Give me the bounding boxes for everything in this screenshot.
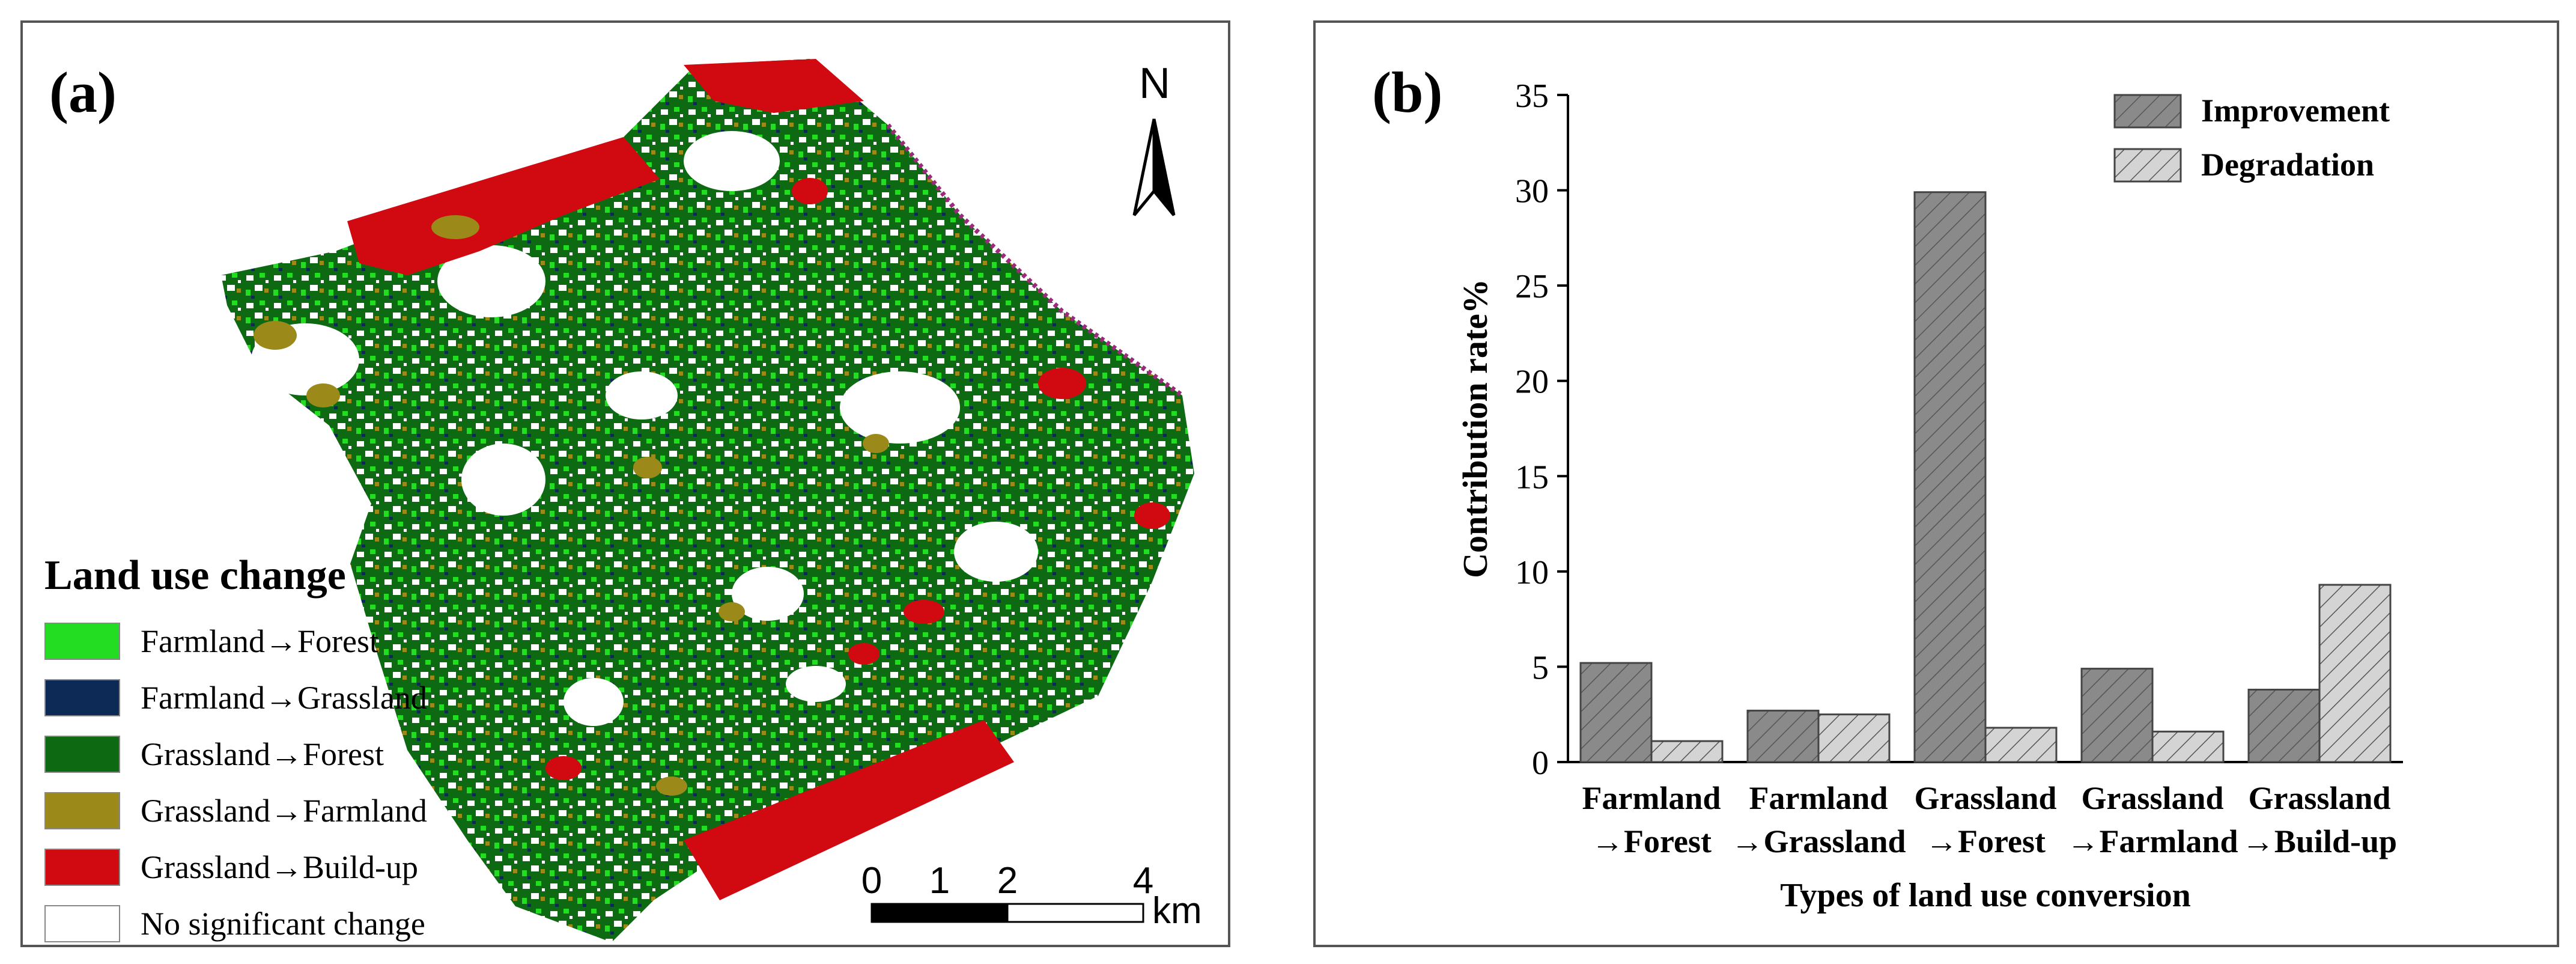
x-tick-label: Farmland — [1749, 780, 1888, 816]
legend-label-degradation: Degradation — [2201, 147, 2374, 183]
legend-swatch — [44, 792, 120, 829]
bar-improvement — [1579, 662, 1653, 763]
legend-title: Land use change — [44, 552, 346, 599]
scale-bar: 0 1 2 4 km — [861, 860, 1202, 932]
legend-label: Grassland→Farmland — [141, 793, 427, 829]
bar-improvement — [1913, 191, 1987, 763]
legend-item: Grassland→Farmland — [44, 782, 427, 839]
north-label: N — [1139, 59, 1170, 108]
bar-degradation — [2318, 584, 2392, 763]
bar-degradation — [2151, 730, 2225, 763]
legend-swatch — [44, 679, 120, 716]
no-change-patches — [251, 131, 1038, 726]
x-tick-label: Grassland — [2081, 780, 2223, 816]
bar-improvement — [2247, 688, 2321, 763]
bar-improvement — [1746, 709, 1820, 763]
y-tick-label: 5 — [1532, 649, 1549, 686]
scale-tick-0: 0 — [861, 860, 882, 901]
scale-tick-2: 2 — [997, 860, 1018, 901]
legend-item: Farmland→Forest — [44, 613, 427, 670]
bar-improvement — [2080, 668, 2154, 763]
x-tick-label: →Farmland — [2067, 823, 2238, 859]
north-arrow-icon — [1132, 118, 1176, 216]
legend-label: No significant change — [141, 906, 425, 942]
y-tick-label: 0 — [1532, 745, 1549, 782]
legend-swatch — [44, 623, 120, 660]
y-tick-label: 20 — [1515, 364, 1549, 401]
legend-swatch-improvement — [2113, 94, 2182, 129]
scale-tick-4: 4 — [1133, 860, 1153, 901]
x-tick-label: →Forest — [1925, 823, 2046, 859]
legend-swatch — [44, 849, 120, 886]
legend-label: Farmland→Forest — [141, 623, 378, 659]
y-tick-label: 30 — [1515, 173, 1549, 210]
x-axis-title: Types of land use conversion — [1780, 877, 2190, 914]
legend-swatch — [44, 905, 120, 942]
map-panel: 0 1 2 4 km (a) N Land use change Farmlan… — [20, 20, 1230, 947]
legend-item: Grassland→Forest — [44, 726, 427, 782]
bar-chart: 0 5 10 15 20 25 30 35 Contribution rate% Farmland… — [1456, 78, 2403, 914]
scale-tick-1: 1 — [929, 860, 950, 901]
x-tick-label: →Grassland — [1731, 823, 1906, 859]
x-tick-label: Farmland — [1582, 780, 1721, 816]
scale-unit: km — [1152, 890, 1202, 932]
bar-degradation — [1650, 740, 1724, 763]
bar-degradation — [1817, 713, 1891, 763]
x-tick-label: →Build-up — [2242, 823, 2397, 859]
legend-item: Grassland→Build-up — [44, 839, 427, 895]
legend-swatch-degradation — [2113, 148, 2182, 183]
legend-item: Farmland→Grassland — [44, 670, 427, 726]
panel-b-label: (b) — [1372, 60, 1443, 124]
legend-swatch — [44, 736, 120, 773]
legend-label: Farmland→Grassland — [141, 680, 427, 716]
bar-degradation — [1984, 727, 2058, 763]
legend-label: Grassland→Forest — [141, 736, 384, 772]
legend-item: No significant change — [44, 895, 427, 952]
legend-label: Grassland→Build-up — [141, 849, 418, 885]
y-tick-label: 10 — [1515, 554, 1549, 591]
boundary-fringe — [886, 123, 1184, 398]
panel-a-label: (a) — [49, 60, 117, 124]
x-tick-label: Grassland — [2248, 780, 2390, 816]
y-tick-label: 35 — [1515, 78, 1549, 115]
land-use-map: 0 1 2 4 km — [221, 59, 1202, 942]
x-tick-label: →Forest — [1591, 823, 1712, 859]
chart-panel: (b) 0 5 10 15 20 25 30 35 Contribution rate% Farm… — [1313, 20, 2559, 947]
y-tick-label: 15 — [1515, 459, 1549, 496]
x-tick-label: Grassland — [1914, 780, 2056, 816]
map-legend: Land use change Farmland→Forest Farmland→… — [44, 552, 427, 952]
y-axis-title: Contribution rate% — [1456, 279, 1495, 578]
buildup-patches — [347, 59, 1170, 900]
farmland-patches — [254, 215, 889, 796]
y-tick-label: 25 — [1515, 268, 1549, 305]
legend-label-improvement: Improvement — [2201, 93, 2390, 129]
